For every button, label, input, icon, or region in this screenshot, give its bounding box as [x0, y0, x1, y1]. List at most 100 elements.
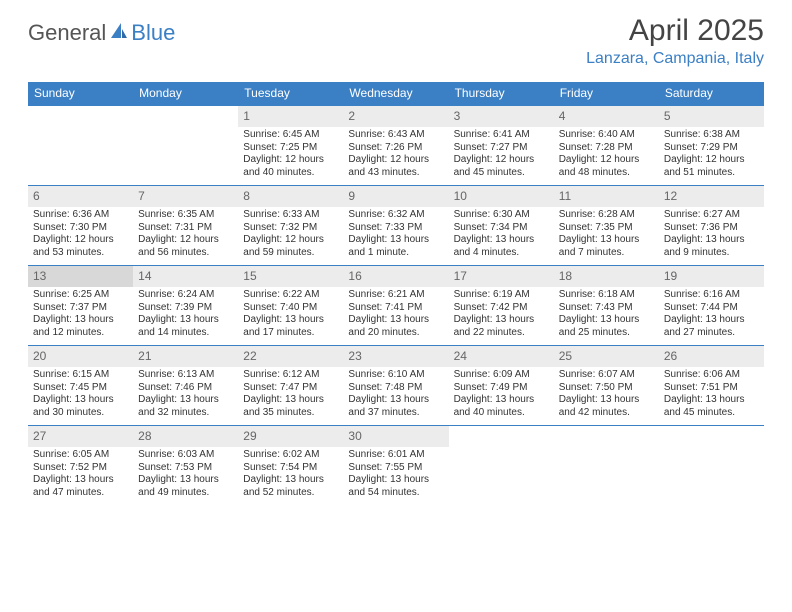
sunrise-line: Sunrise: 6:27 AM	[664, 209, 759, 222]
daylight-line: Daylight: 13 hours and 22 minutes.	[454, 314, 549, 339]
sunset-line: Sunset: 7:33 PM	[348, 222, 443, 235]
day-details: Sunrise: 6:06 AMSunset: 7:51 PMDaylight:…	[659, 369, 764, 419]
daylight-line: Daylight: 13 hours and 20 minutes.	[348, 314, 443, 339]
day-details: Sunrise: 6:41 AMSunset: 7:27 PMDaylight:…	[449, 129, 554, 179]
daylight-line: Daylight: 13 hours and 9 minutes.	[664, 234, 759, 259]
day-number: 13	[28, 266, 133, 287]
daylight-line: Daylight: 13 hours and 1 minute.	[348, 234, 443, 259]
calendar: SundayMondayTuesdayWednesdayThursdayFrid…	[28, 82, 764, 505]
day-details: Sunrise: 6:38 AMSunset: 7:29 PMDaylight:…	[659, 129, 764, 179]
sunrise-line: Sunrise: 6:21 AM	[348, 289, 443, 302]
day-number: 17	[449, 266, 554, 287]
day-details: Sunrise: 6:32 AMSunset: 7:33 PMDaylight:…	[343, 209, 448, 259]
calendar-cell: 6Sunrise: 6:36 AMSunset: 7:30 PMDaylight…	[28, 185, 133, 265]
sunrise-line: Sunrise: 6:03 AM	[138, 449, 233, 462]
day-details: Sunrise: 6:35 AMSunset: 7:31 PMDaylight:…	[133, 209, 238, 259]
calendar-cell: 4Sunrise: 6:40 AMSunset: 7:28 PMDaylight…	[554, 105, 659, 185]
sunset-line: Sunset: 7:37 PM	[33, 302, 128, 315]
day-number: 9	[343, 186, 448, 207]
sunrise-line: Sunrise: 6:36 AM	[33, 209, 128, 222]
sunrise-line: Sunrise: 6:12 AM	[243, 369, 338, 382]
calendar-cell: 20Sunrise: 6:15 AMSunset: 7:45 PMDayligh…	[28, 345, 133, 425]
calendar-cell: 17 Sunrise: 6:19 AMSunset: 7:42 PMDayligh…	[449, 265, 554, 345]
sunrise-line: Sunrise: 6:16 AM	[664, 289, 759, 302]
sunrise-line: Sunrise: 6:45 AM	[243, 129, 338, 142]
daylight-line: Daylight: 13 hours and 27 minutes.	[664, 314, 759, 339]
day-number: 19	[659, 266, 764, 287]
sunrise-line: Sunrise: 6:09 AM	[454, 369, 549, 382]
calendar-cell-empty	[133, 105, 238, 185]
calendar-cell: 21 Sunrise: 6:13 AMSunset: 7:46 PMDayligh…	[133, 345, 238, 425]
sunset-line: Sunset: 7:42 PM	[454, 302, 549, 315]
day-details: Sunrise: 6:43 AMSunset: 7:26 PMDaylight:…	[343, 129, 448, 179]
calendar-cell: 28Sunrise: 6:03 AMSunset: 7:53 PMDayligh…	[133, 425, 238, 505]
day-number: 18	[554, 266, 659, 287]
calendar-cell-empty	[554, 425, 659, 505]
calendar-cell-empty	[28, 105, 133, 185]
day-details: Sunrise: 6:25 AMSunset: 7:37 PMDaylight:…	[28, 289, 133, 339]
calendar-cell: 18Sunrise: 6:18 AMSunset: 7:43 PMDayligh…	[554, 265, 659, 345]
day-details: Sunrise: 6:09 AMSunset: 7:49 PMDaylight:…	[449, 369, 554, 419]
calendar-cell: 5Sunrise: 6:38 AMSunset: 7:29 PMDaylight…	[659, 105, 764, 185]
calendar-cell: 26Sunrise: 6:06 AMSunset: 7:51 PMDayligh…	[659, 345, 764, 425]
daylight-line: Daylight: 12 hours and 40 minutes.	[243, 154, 338, 179]
sunrise-line: Sunrise: 6:33 AM	[243, 209, 338, 222]
logo-sail-icon	[106, 20, 131, 46]
sunrise-line: Sunrise: 6:24 AM	[138, 289, 233, 302]
sunset-line: Sunset: 7:28 PM	[559, 142, 654, 155]
sunrise-line: Sunrise: 6:02 AM	[243, 449, 338, 462]
sunset-line: Sunset: 7:32 PM	[243, 222, 338, 235]
day-number: 20	[28, 346, 133, 367]
calendar-cell-empty	[449, 425, 554, 505]
sunrise-line: Sunrise: 6:13 AM	[138, 369, 233, 382]
weekday-label: Monday	[133, 82, 238, 105]
sunrise-line: Sunrise: 6:25 AM	[33, 289, 128, 302]
day-number: 21	[133, 346, 238, 367]
sunset-line: Sunset: 7:55 PM	[348, 462, 443, 475]
day-number: 7	[133, 186, 238, 207]
sunset-line: Sunset: 7:45 PM	[33, 382, 128, 395]
daylight-line: Daylight: 13 hours and 42 minutes.	[559, 394, 654, 419]
sunrise-line: Sunrise: 6:18 AM	[559, 289, 654, 302]
day-number: 27	[28, 426, 133, 447]
calendar-cell: 10Sunrise: 6:30 AMSunset: 7:34 PMDayligh…	[449, 185, 554, 265]
sunset-line: Sunset: 7:35 PM	[559, 222, 654, 235]
day-details: Sunrise: 6:15 AMSunset: 7:45 PMDaylight:…	[28, 369, 133, 419]
calendar-cell: 14Sunrise: 6:24 AMSunset: 7:39 PMDayligh…	[133, 265, 238, 345]
calendar-cell: 23Sunrise: 6:10 AMSunset: 7:48 PMDayligh…	[343, 345, 448, 425]
weekday-label: Thursday	[449, 82, 554, 105]
day-number: 30	[343, 426, 448, 447]
sunrise-line: Sunrise: 6:07 AM	[559, 369, 654, 382]
day-details: Sunrise: 6:27 AMSunset: 7:36 PMDaylight:…	[659, 209, 764, 259]
daylight-line: Daylight: 13 hours and 32 minutes.	[138, 394, 233, 419]
sunset-line: Sunset: 7:46 PM	[138, 382, 233, 395]
day-details: Sunrise: 6:40 AMSunset: 7:28 PMDaylight:…	[554, 129, 659, 179]
page-header: General Blue April 2025 Lanzara, Campani…	[0, 0, 792, 74]
daylight-line: Daylight: 13 hours and 45 minutes.	[664, 394, 759, 419]
day-number: 5	[659, 106, 764, 127]
daylight-line: Daylight: 13 hours and 35 minutes.	[243, 394, 338, 419]
page-title: April 2025	[586, 14, 764, 48]
sunset-line: Sunset: 7:41 PM	[348, 302, 443, 315]
sunset-line: Sunset: 7:40 PM	[243, 302, 338, 315]
calendar-cell: 3Sunrise: 6:41 AMSunset: 7:27 PMDaylight…	[449, 105, 554, 185]
day-number: 29	[238, 426, 343, 447]
calendar-cell: 30Sunrise: 6:01 AMSunset: 7:55 PMDayligh…	[343, 425, 448, 505]
sunrise-line: Sunrise: 6:10 AM	[348, 369, 443, 382]
calendar-cell: 19Sunrise: 6:16 AMSunset: 7:44 PMDayligh…	[659, 265, 764, 345]
day-details: Sunrise: 6:22 AMSunset: 7:40 PMDaylight:…	[238, 289, 343, 339]
day-number: 12	[659, 186, 764, 207]
sunrise-line: Sunrise: 6:40 AM	[559, 129, 654, 142]
daylight-line: Daylight: 12 hours and 51 minutes.	[664, 154, 759, 179]
daylight-line: Daylight: 13 hours and 49 minutes.	[138, 474, 233, 499]
sunset-line: Sunset: 7:26 PM	[348, 142, 443, 155]
logo-text-1: General	[28, 20, 106, 46]
sunrise-line: Sunrise: 6:19 AM	[454, 289, 549, 302]
daylight-line: Daylight: 12 hours and 45 minutes.	[454, 154, 549, 179]
day-details: Sunrise: 6:02 AMSunset: 7:54 PMDaylight:…	[238, 449, 343, 499]
calendar-cell: 12Sunrise: 6:27 AMSunset: 7:36 PMDayligh…	[659, 185, 764, 265]
day-details: Sunrise: 6:10 AMSunset: 7:48 PMDaylight:…	[343, 369, 448, 419]
sunset-line: Sunset: 7:50 PM	[559, 382, 654, 395]
calendar-cell: 11Sunrise: 6:28 AMSunset: 7:35 PMDayligh…	[554, 185, 659, 265]
logo-text-2: Blue	[131, 20, 175, 46]
